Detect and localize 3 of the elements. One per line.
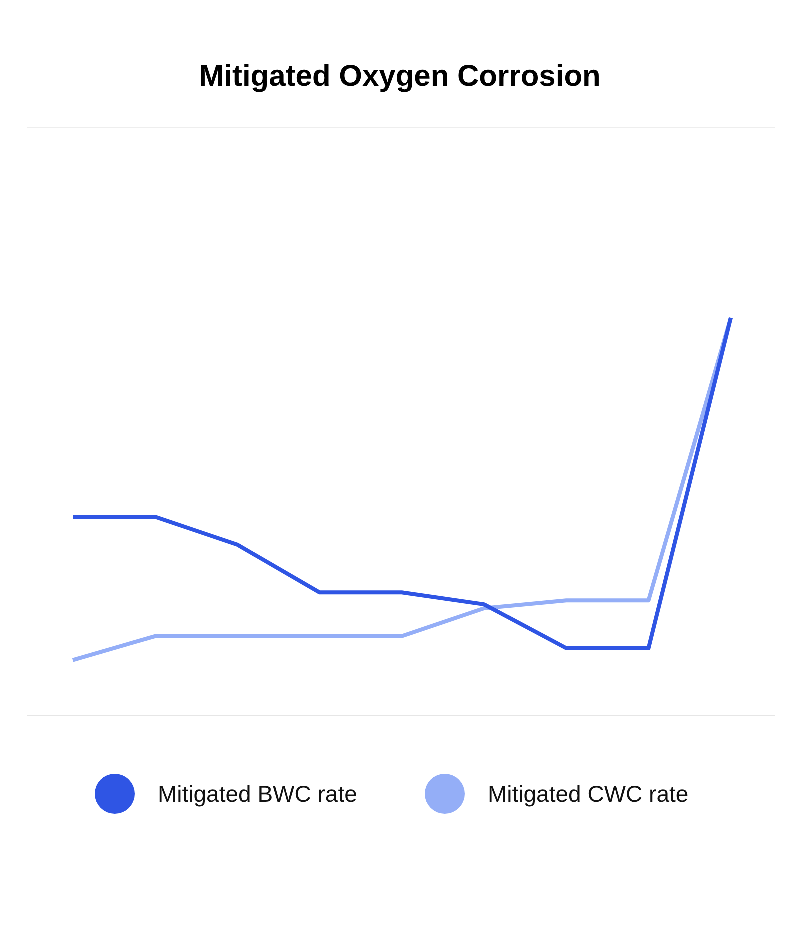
legend-label: Mitigated BWC rate (158, 781, 358, 807)
legend-label: Mitigated CWC rate (488, 781, 689, 807)
chart-title: Mitigated Oxygen Corrosion (199, 60, 601, 93)
